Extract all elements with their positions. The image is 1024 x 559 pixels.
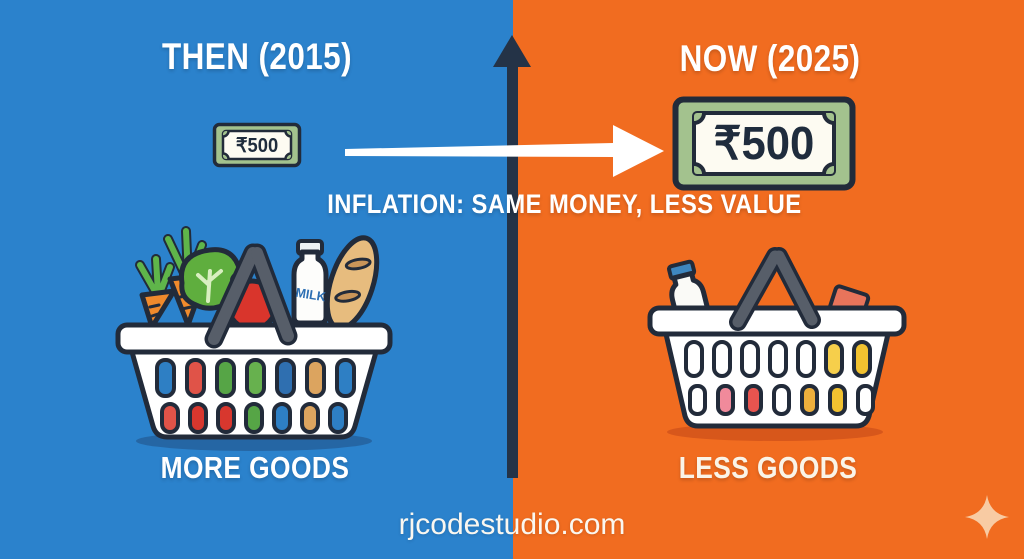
right-arrow-icon: [345, 125, 664, 177]
up-arrow-icon: [493, 35, 531, 67]
rupee-banknote-small-icon: ₹500: [212, 122, 302, 168]
less-goods-label: LESS GOODS: [678, 450, 858, 485]
milk-label: MILK: [295, 286, 328, 305]
inflation-caption: INFLATION: SAME MONEY, LESS VALUE: [327, 189, 802, 219]
sparkle-icon: [965, 495, 1009, 539]
rupee-banknote-large-icon: ₹500: [672, 96, 856, 191]
website-url: rjcodestudio.com: [398, 508, 626, 541]
grocery-basket-sparse-icon: [647, 247, 907, 441]
now-title: NOW (2025): [679, 38, 861, 79]
large-note-value: ₹500: [714, 117, 815, 169]
then-title: THEN (2015): [162, 36, 352, 77]
more-goods-label: MORE GOODS: [160, 450, 350, 485]
grocery-basket-full-icon: MILK: [115, 226, 393, 451]
small-note-value: ₹500: [236, 135, 278, 157]
divider-line: [507, 66, 518, 478]
